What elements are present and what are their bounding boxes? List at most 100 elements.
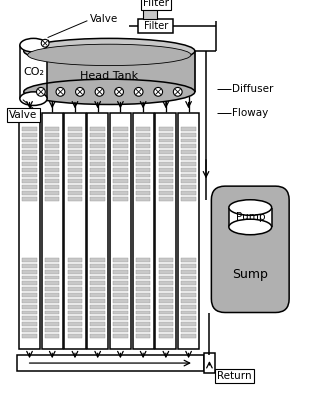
Bar bbox=[159, 310, 173, 314]
Bar bbox=[91, 144, 105, 148]
Circle shape bbox=[95, 88, 104, 96]
Bar bbox=[24, 51, 195, 92]
Bar bbox=[136, 282, 150, 285]
Bar bbox=[181, 162, 196, 166]
Bar bbox=[68, 270, 82, 274]
Bar bbox=[113, 334, 128, 338]
Bar bbox=[136, 299, 150, 303]
Bar bbox=[113, 127, 128, 131]
Bar bbox=[91, 305, 105, 309]
Bar bbox=[68, 179, 82, 183]
Bar bbox=[136, 276, 150, 280]
Bar bbox=[159, 299, 173, 303]
Bar bbox=[22, 156, 37, 160]
Text: CO₂: CO₂ bbox=[23, 67, 44, 77]
Bar bbox=[113, 174, 128, 177]
Bar bbox=[143, 9, 157, 19]
Bar bbox=[22, 282, 37, 285]
Bar bbox=[91, 316, 105, 320]
Bar bbox=[22, 133, 37, 136]
Bar bbox=[136, 197, 150, 201]
Circle shape bbox=[76, 88, 84, 96]
Bar bbox=[22, 185, 37, 189]
Bar bbox=[91, 276, 105, 280]
Bar bbox=[159, 264, 173, 268]
Bar bbox=[91, 270, 105, 274]
Bar bbox=[68, 276, 82, 280]
Bar bbox=[159, 138, 173, 142]
Bar bbox=[91, 168, 105, 172]
Text: Valve: Valve bbox=[90, 14, 118, 24]
Bar bbox=[159, 168, 173, 172]
Bar bbox=[113, 270, 128, 274]
Bar bbox=[91, 156, 105, 160]
Bar bbox=[113, 144, 128, 148]
Bar bbox=[22, 168, 37, 172]
Bar bbox=[45, 174, 59, 177]
Bar bbox=[159, 156, 173, 160]
Bar bbox=[159, 322, 173, 326]
Bar bbox=[113, 162, 128, 166]
Bar bbox=[113, 282, 128, 285]
Bar bbox=[159, 150, 173, 154]
Bar bbox=[68, 138, 82, 142]
Ellipse shape bbox=[229, 200, 272, 215]
Bar bbox=[45, 127, 59, 131]
Bar bbox=[136, 185, 150, 189]
Bar bbox=[110, 113, 131, 350]
Bar bbox=[45, 197, 59, 201]
Bar bbox=[68, 310, 82, 314]
Bar bbox=[20, 45, 47, 99]
Bar bbox=[91, 310, 105, 314]
Ellipse shape bbox=[20, 38, 47, 52]
Bar bbox=[159, 191, 173, 195]
Bar bbox=[136, 334, 150, 338]
Bar bbox=[136, 133, 150, 136]
Bar bbox=[181, 276, 196, 280]
Bar bbox=[136, 191, 150, 195]
Bar bbox=[136, 156, 150, 160]
Bar bbox=[22, 127, 37, 131]
Circle shape bbox=[154, 88, 163, 96]
Bar bbox=[181, 264, 196, 268]
Bar bbox=[181, 191, 196, 195]
Bar bbox=[91, 334, 105, 338]
Bar bbox=[138, 19, 173, 32]
Bar bbox=[45, 191, 59, 195]
Bar bbox=[45, 316, 59, 320]
Bar bbox=[17, 355, 204, 371]
Bar bbox=[22, 197, 37, 201]
Bar bbox=[91, 322, 105, 326]
Bar bbox=[22, 293, 37, 297]
Bar bbox=[91, 162, 105, 166]
Bar bbox=[22, 270, 37, 274]
Bar bbox=[136, 162, 150, 166]
Bar bbox=[45, 179, 59, 183]
Bar bbox=[136, 150, 150, 154]
Bar bbox=[159, 197, 173, 201]
Bar bbox=[68, 316, 82, 320]
Bar bbox=[91, 299, 105, 303]
Circle shape bbox=[36, 88, 45, 96]
Bar bbox=[68, 150, 82, 154]
Bar bbox=[229, 208, 272, 227]
Bar bbox=[91, 179, 105, 183]
Bar bbox=[68, 258, 82, 262]
Bar bbox=[181, 138, 196, 142]
Bar bbox=[136, 174, 150, 177]
Bar bbox=[45, 168, 59, 172]
Text: Sump: Sump bbox=[232, 268, 268, 281]
Bar bbox=[91, 133, 105, 136]
Text: Floway: Floway bbox=[232, 108, 268, 118]
Bar bbox=[68, 282, 82, 285]
Bar bbox=[181, 133, 196, 136]
Bar bbox=[159, 127, 173, 131]
Bar bbox=[136, 258, 150, 262]
Bar bbox=[91, 197, 105, 201]
Bar bbox=[181, 282, 196, 285]
Bar bbox=[159, 282, 173, 285]
Bar bbox=[91, 258, 105, 262]
Bar bbox=[136, 138, 150, 142]
Bar bbox=[45, 258, 59, 262]
Bar bbox=[68, 328, 82, 332]
